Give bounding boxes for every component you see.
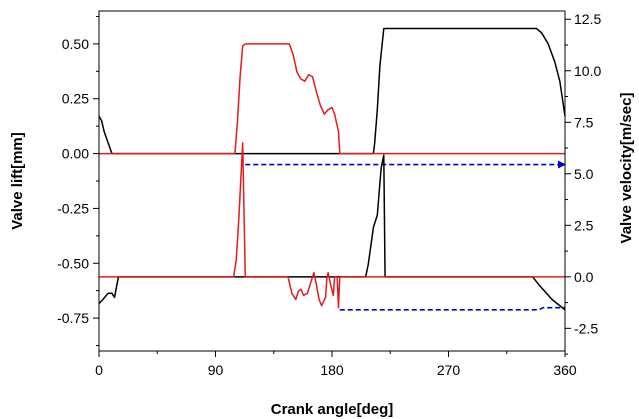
- y-left-tick-label: 0.25: [62, 91, 89, 107]
- y-axis-left-title: Valve lift[mm]: [9, 132, 26, 230]
- y-axis-right-title: Valve velocity[m/sec]: [618, 93, 635, 244]
- y-right-tick-label: 12.5: [574, 11, 601, 27]
- series-line-4: [99, 142, 565, 309]
- y-right-tick-label: 7.5: [574, 114, 594, 130]
- y-right-tick-label: -2.5: [574, 320, 598, 336]
- series-layer: [98, 27, 566, 311]
- x-tick-label: 0: [95, 362, 103, 378]
- y-left-tick-label: -0.50: [57, 255, 89, 271]
- x-tick-label: 180: [320, 362, 344, 378]
- x-tick-label: 270: [437, 362, 461, 378]
- x-tick-label: 360: [553, 362, 577, 378]
- series-line-3: [98, 154, 566, 311]
- x-axis-title: Crank angle[deg]: [271, 401, 394, 418]
- plot-frame: [98, 10, 566, 352]
- series-line-0: [98, 27, 566, 155]
- y-left-tick-label: -0.75: [57, 310, 89, 326]
- y-left-tick-label: -0.25: [57, 200, 89, 216]
- axis-layer: 0 90 180 270 360 0.50 0.25 0.00 -0.25 -0.50 -0.75 1…: [57, 11, 601, 378]
- y-right-tick-label: 10.0: [574, 63, 601, 79]
- y-right-tick-label: 2.5: [574, 217, 594, 233]
- y-left-tick-label: 0.50: [62, 36, 89, 52]
- y-right-tick-label: 5.0: [574, 166, 594, 182]
- series-line-5: [339, 306, 565, 311]
- x-tick-label: 90: [208, 362, 224, 378]
- y-right-tick-label: 0.0: [574, 269, 594, 285]
- series-line-1: [99, 43, 565, 155]
- y-left-tick-label: 0.00: [62, 146, 89, 162]
